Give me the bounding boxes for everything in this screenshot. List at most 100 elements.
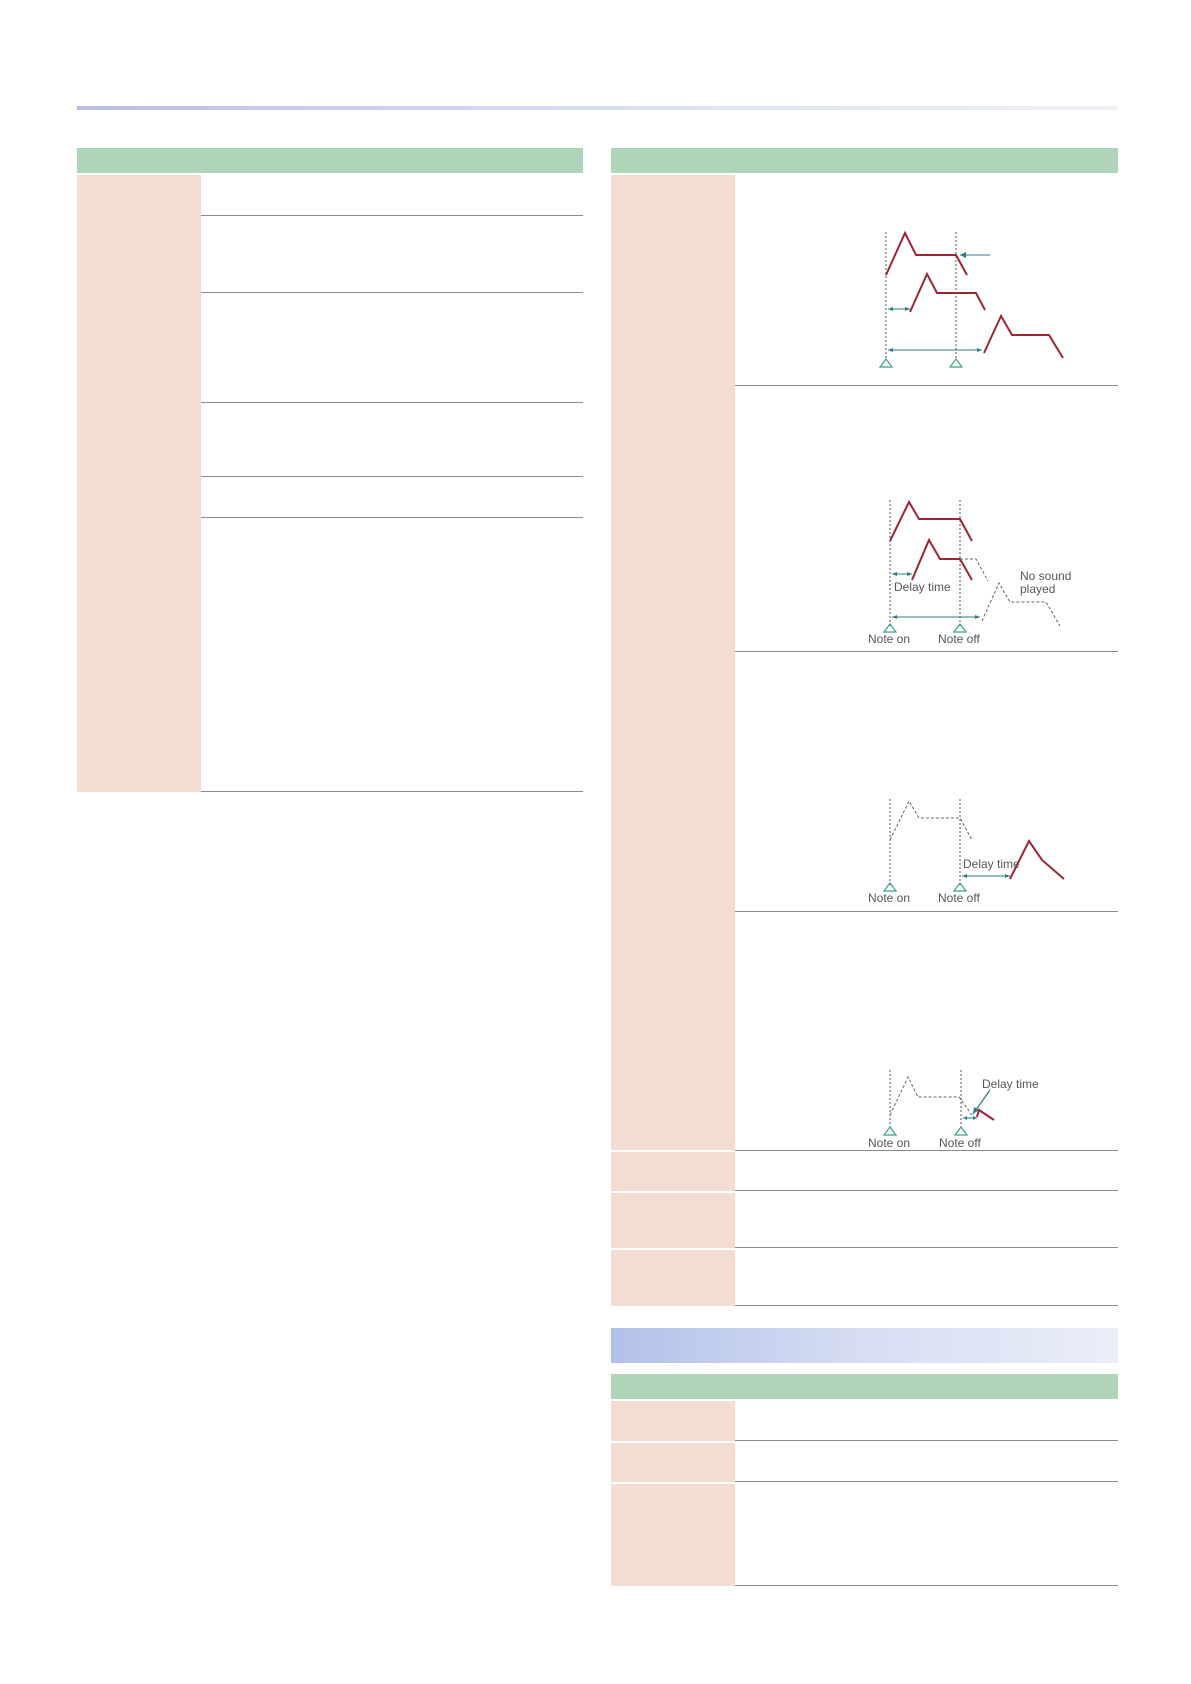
table-row [77,403,583,477]
table-row [611,1250,1118,1306]
note-on-marker-icon [882,1126,898,1136]
note-off-label: Note off [938,632,980,646]
table-row [611,1152,1118,1191]
table-header [77,148,583,173]
desc-cell-mode-1 [735,175,1118,386]
envelope-silent [889,1075,973,1116]
envelope-delayed [909,271,986,313]
note-off-marker-icon [948,358,964,368]
desc-cell-mode-2 [735,386,1118,652]
top-rule [77,106,1117,110]
desc-cell [201,518,583,792]
note-off-marker-icon [952,623,968,633]
param-cell [77,293,201,403]
param-cell [611,1193,735,1248]
envelope-diagram-svg [882,1070,995,1136]
desc-cell [735,1152,1118,1191]
note-on-marker-icon [882,882,898,892]
param-cell [611,1152,735,1191]
delay-arrow-head [977,348,982,352]
desc-cell [735,1250,1118,1306]
delay-time-label: Delay time [982,1077,1039,1091]
note-off-label: Note off [939,1136,981,1150]
desc-cell [735,1484,1118,1586]
note-on-label: Note on [868,891,911,905]
delay-arrow-head [892,572,897,576]
desc-cell [201,293,583,403]
delay-arrow-head [905,307,910,311]
delay-arrow-head [1005,874,1010,878]
delay-arrow-head [975,615,980,619]
delay-time-label: Delay time [963,857,1020,871]
envelope-diagram-4: Delay time Note on Note off [868,1070,1080,1150]
desc-cell [201,403,583,477]
envelope-delayed [1009,839,1065,880]
envelope-delayed [911,537,973,581]
table-row [77,518,583,792]
param-cell [77,518,201,792]
desc-cell [735,1193,1118,1248]
table-row [77,293,583,403]
param-cell [77,477,201,518]
table-header [611,148,1118,173]
note-off-label: Note off [938,891,980,905]
delay-arrow-head [892,615,897,619]
left-parameter-table [77,148,583,792]
note-on-marker-icon [882,623,898,633]
delay-arrow-head [907,572,912,576]
envelope-diagram-2: Delay time No sound played Note on Note … [868,498,1080,648]
no-sound-label: played [1020,582,1056,596]
param-cell [611,1401,735,1441]
table-row-delay-mode [611,175,1118,1151]
envelope-delayed [976,1108,995,1121]
no-sound-label: No sound [1020,569,1072,583]
desc-cell [735,1443,1118,1482]
pointer-arrow-head [973,1107,979,1114]
param-cell [611,175,735,1150]
right-parameter-table [611,148,1118,1586]
table-row [611,1401,1118,1441]
envelope-diagram-svg [878,230,1064,368]
table-row [611,1484,1118,1586]
param-cell [611,1250,735,1306]
delay-time-label: Delay time [894,580,951,594]
param-cell [77,175,201,216]
envelope-silent [889,799,973,841]
envelope-delayed-2 [983,313,1064,359]
table-row [611,1193,1118,1248]
note-on-marker-icon [878,358,894,368]
envelope-diagram-svg [882,499,1061,633]
table-row [77,216,583,293]
delay-arrow-head [888,307,893,311]
envelope-original [889,499,973,542]
table-row [77,477,583,518]
desc-cell-mode-4 [735,912,1118,1151]
desc-cell [735,1401,1118,1441]
delay-arrow-head [962,874,967,878]
note-off-marker-icon [953,1126,969,1136]
param-cell [77,216,201,293]
table-row [77,175,583,216]
desc-cell [201,175,583,216]
envelope-diagram-svg [882,799,1065,892]
envelope-original [885,230,968,276]
envelope-diagram-3: Delay time Note on Note off [868,797,1080,907]
envelope-silent [981,581,1061,627]
note-on-label: Note on [868,632,911,646]
table-header [611,1374,1118,1399]
table-row [611,1443,1118,1482]
delay-arrow-head [973,1116,977,1120]
param-cell [611,1484,735,1586]
delay-arrow-head [888,348,893,352]
param-cell [77,403,201,477]
delay-arrow-head [963,1116,967,1120]
desc-cell-mode-3 [735,652,1118,912]
desc-cell [201,477,583,518]
param-cell [611,1443,735,1482]
envelope-diagram-1 [878,230,1070,370]
pointer-arrow-head [960,252,966,258]
desc-cell [201,216,583,293]
section-title-bar [611,1328,1118,1363]
note-off-marker-icon [952,882,968,892]
note-on-label: Note on [868,1136,911,1150]
